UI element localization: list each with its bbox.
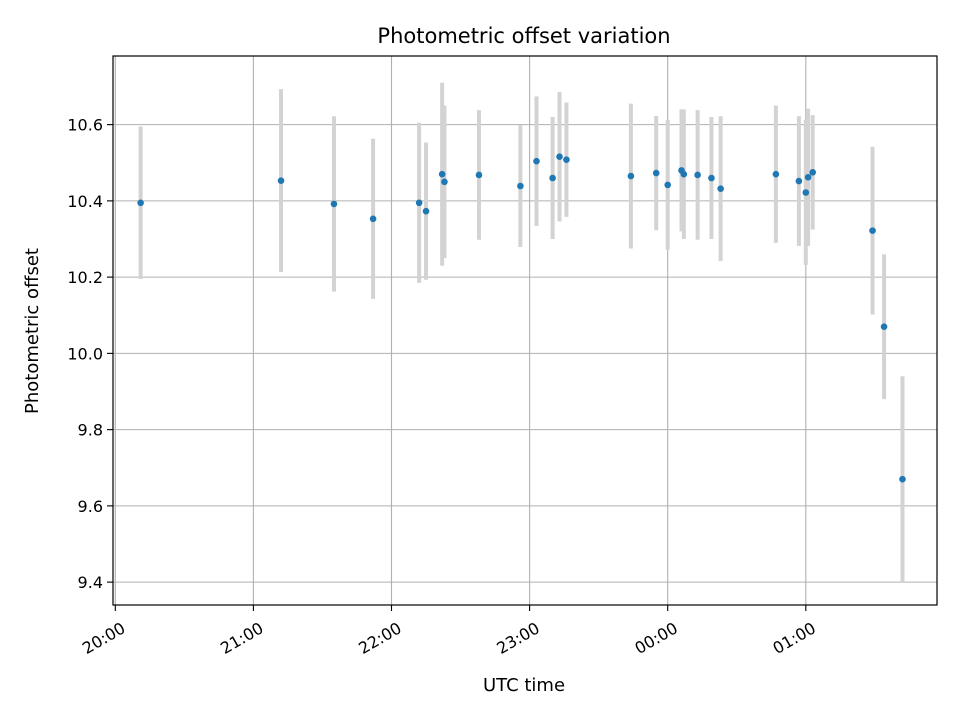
data-point bbox=[415, 199, 423, 207]
plot-area-frame bbox=[112, 55, 938, 606]
data-point bbox=[549, 174, 556, 182]
chart-title: Photometric offset variation bbox=[377, 24, 670, 48]
data-point bbox=[804, 173, 812, 181]
y-tick-label: 10.2 bbox=[67, 268, 103, 287]
data-point bbox=[563, 156, 570, 163]
data-point bbox=[899, 475, 906, 483]
y-tick-label: 9.8 bbox=[78, 421, 103, 440]
data-point bbox=[330, 200, 338, 208]
data-point bbox=[475, 171, 483, 179]
data-point bbox=[694, 171, 701, 179]
x-axis-title: UTC time bbox=[483, 675, 565, 696]
data-point bbox=[533, 157, 540, 165]
data-point bbox=[137, 199, 144, 207]
data-point bbox=[517, 182, 524, 190]
data-point bbox=[422, 207, 430, 215]
data-point bbox=[652, 169, 660, 177]
data-point bbox=[880, 323, 888, 330]
data-point bbox=[627, 172, 635, 180]
data-point bbox=[664, 181, 672, 189]
y-tick-label: 10.4 bbox=[67, 192, 103, 211]
data-point bbox=[708, 174, 715, 182]
data-point bbox=[869, 227, 876, 234]
y-tick-label: 10.0 bbox=[67, 344, 103, 363]
data-point bbox=[717, 185, 724, 192]
data-point bbox=[441, 178, 448, 186]
data-point bbox=[277, 177, 285, 184]
y-axis-title: Photometric offset bbox=[22, 248, 43, 414]
data-points bbox=[137, 153, 906, 483]
y-axis-ticks: 9.4 9.6 9.8 10.0 10.2 10.4 10.6 bbox=[67, 116, 113, 592]
data-point bbox=[556, 153, 563, 160]
data-point bbox=[680, 170, 688, 178]
data-point bbox=[438, 170, 446, 178]
data-point bbox=[809, 168, 817, 176]
y-tick-label: 10.6 bbox=[67, 116, 103, 135]
data-point bbox=[369, 215, 377, 223]
y-tick-label: 9.6 bbox=[78, 497, 103, 516]
y-tick-label: 9.4 bbox=[78, 573, 103, 592]
data-point bbox=[795, 177, 803, 185]
data-point bbox=[772, 170, 780, 178]
data-point bbox=[802, 189, 810, 196]
